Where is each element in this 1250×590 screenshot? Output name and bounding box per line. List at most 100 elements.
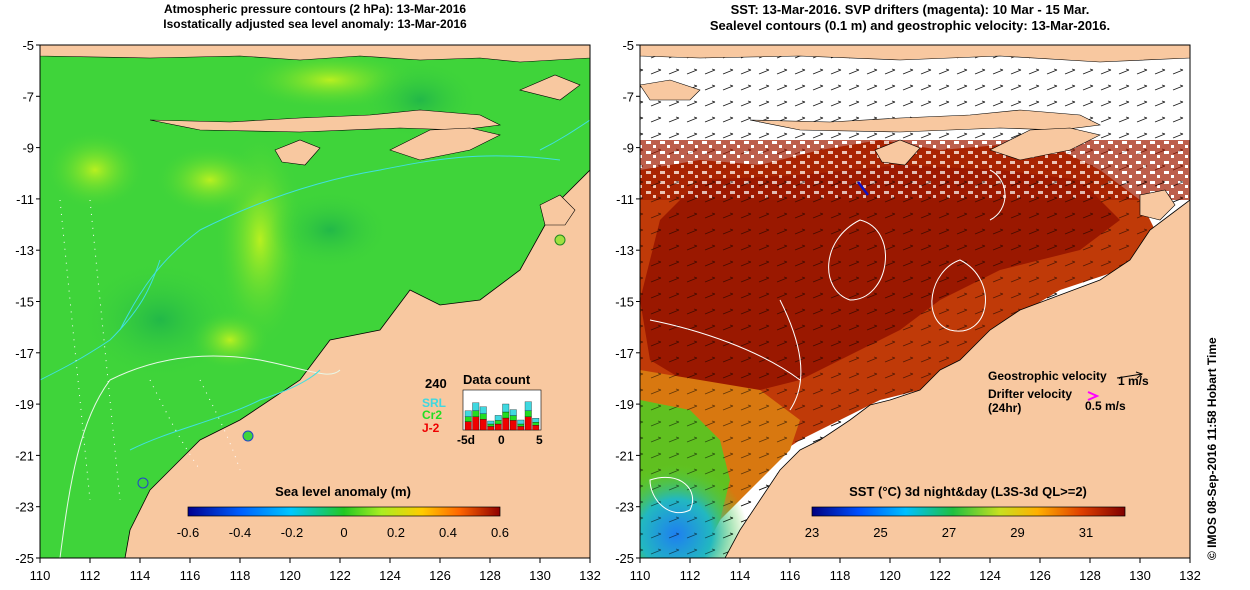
x-tick-label: 116 — [180, 568, 201, 583]
sla-colorbar — [187, 506, 501, 517]
x-tick-label: 114 — [730, 568, 751, 583]
timor-land — [389, 127, 501, 161]
x-tick-label: 132 — [579, 568, 601, 583]
right-title-line1: SST: 13-Mar-2016. SVP drifters (magenta)… — [730, 2, 1090, 17]
y-tick-label: -15 — [15, 295, 34, 310]
x-tick-label: 128 — [479, 568, 501, 583]
legend-count-bar — [532, 422, 540, 426]
legend-series-cr2: Cr2 — [422, 408, 442, 422]
sla-colorbar-tick: 0.2 — [387, 525, 405, 540]
legend-x-label-end: 5 — [536, 433, 543, 447]
sla-colorbar-tick: 0.4 — [439, 525, 457, 540]
legend-count-bar — [487, 426, 495, 431]
x-tick-label: 118 — [830, 568, 851, 583]
y-tick-label: -9 — [22, 141, 34, 156]
legend-count-bar — [487, 420, 495, 425]
sla-map: Sea level anomaly (m) -0.6 -0.4 -0.2 0 0.2 0.… — [40, 45, 590, 558]
legend-x-label-start: -5d — [457, 433, 475, 447]
legend-count-bar — [479, 406, 487, 414]
y-tick-label: -19 — [615, 397, 634, 412]
legend-x-label-mid: 0 — [498, 433, 505, 447]
x-tick-label: 132 — [1179, 568, 1201, 583]
y-tick-label: -13 — [15, 243, 34, 258]
sst-colorbar-tick: 25 — [873, 525, 887, 540]
legend-count-bar — [502, 403, 510, 413]
sst-colorbar-tick: 31 — [1079, 525, 1093, 540]
legend-count-bar — [472, 410, 480, 417]
y-tick-label: -17 — [615, 346, 634, 361]
sst-colorbar-label: SST (°C) 3d night&day (L3S-3d QL>=2) — [849, 484, 1087, 499]
drifter-scale: 0.5 m/s — [1085, 399, 1126, 413]
sst-australia-land — [724, 199, 1190, 558]
x-tick-label: 124 — [979, 568, 1001, 583]
y-tick-label: -7 — [22, 89, 34, 104]
legend-count-bar — [524, 410, 532, 417]
legend-count-bar — [479, 413, 487, 420]
x-tick-label: 118 — [230, 568, 251, 583]
java-land — [40, 45, 590, 63]
x-tick-label: 128 — [1079, 568, 1101, 583]
legend-count-bar — [517, 426, 525, 431]
legend-title: Data count — [463, 372, 531, 387]
sla-colorbar-tick: -0.4 — [229, 525, 251, 540]
legend-count-bar — [509, 420, 517, 431]
sla-colorbar-tick: 0.6 — [491, 525, 509, 540]
legend-series-srl: SRL — [422, 396, 446, 410]
legend-count-bar — [479, 419, 487, 431]
x-tick-label: 124 — [379, 568, 401, 583]
sst-colorbar — [811, 506, 1126, 517]
x-tick-label: 120 — [279, 568, 301, 583]
legend-count-bar — [464, 410, 472, 417]
legend-count-bar — [509, 409, 517, 416]
left-panel-title: Atmospheric pressure contours (2 hPa): 1… — [40, 2, 590, 32]
legend-count-bar — [502, 417, 510, 431]
legend-count-bar — [524, 401, 532, 411]
legend-count-bar — [517, 419, 525, 425]
legend-count-bar — [494, 420, 502, 425]
y-tick-label: -13 — [615, 243, 634, 258]
legend-count-bar — [532, 425, 540, 431]
x-tick-label: 130 — [1129, 568, 1151, 583]
right-title-line2: Sealevel contours (0.1 m) and geostrophi… — [709, 18, 1111, 33]
y-tick-label: -25 — [615, 551, 634, 566]
legend-count-bar — [517, 423, 525, 427]
y-tick-label: -9 — [622, 141, 634, 156]
y-tick-label: -15 — [615, 295, 634, 310]
y-tick-label: -11 — [16, 192, 34, 207]
right-panel-title: SST: 13-Mar-2016. SVP drifters (magenta)… — [620, 2, 1200, 34]
x-tick-label: 126 — [429, 568, 451, 583]
sst-colorbar-tick: 23 — [805, 525, 819, 540]
geostrophic-label: Geostrophic velocity — [988, 369, 1107, 383]
legend-count-bar — [472, 402, 480, 411]
drifter-label-2: (24hr) — [988, 401, 1021, 415]
x-tick-label: 122 — [929, 568, 951, 583]
y-tick-label: -5 — [22, 38, 34, 53]
x-tick-label: 112 — [80, 568, 101, 583]
sst-colorbar-tick: 29 — [1010, 525, 1024, 540]
drifter-label: Drifter velocity — [988, 387, 1072, 401]
legend-count-bar — [532, 418, 540, 423]
y-tick-label: -23 — [15, 500, 34, 515]
legend-count-bar — [494, 423, 502, 431]
sla-colorbar-tick: 0 — [340, 525, 347, 540]
x-tick-label: 130 — [529, 568, 551, 583]
y-tick-label: -23 — [615, 500, 634, 515]
geostrophic-arrow-icon — [1116, 373, 1143, 379]
legend-max-count: 240 — [425, 376, 447, 391]
y-tick-label: -25 — [15, 551, 34, 566]
sla-colorbar-label: Sea level anomaly (m) — [275, 484, 411, 499]
sla-colorbar-tick: -0.6 — [177, 525, 199, 540]
drifter-arrow-icon — [1087, 391, 1100, 401]
sst-colorbar-tick: 27 — [942, 525, 956, 540]
x-tick-label: 112 — [680, 568, 701, 583]
australia-land — [124, 169, 590, 558]
sla-colorbar-tick: -0.2 — [281, 525, 303, 540]
y-tick-label: -19 — [15, 397, 34, 412]
y-tick-label: -21 — [615, 448, 634, 463]
legend-count-bar — [494, 415, 502, 421]
legend-count-bar — [472, 416, 480, 431]
left-title-line2: Isostatically adjusted sea level anomaly… — [163, 17, 467, 31]
sst-map: SST (°C) 3d night&day (L3S-3d QL>=2) 23 2… — [640, 45, 1190, 558]
legend-count-bar — [524, 416, 532, 431]
